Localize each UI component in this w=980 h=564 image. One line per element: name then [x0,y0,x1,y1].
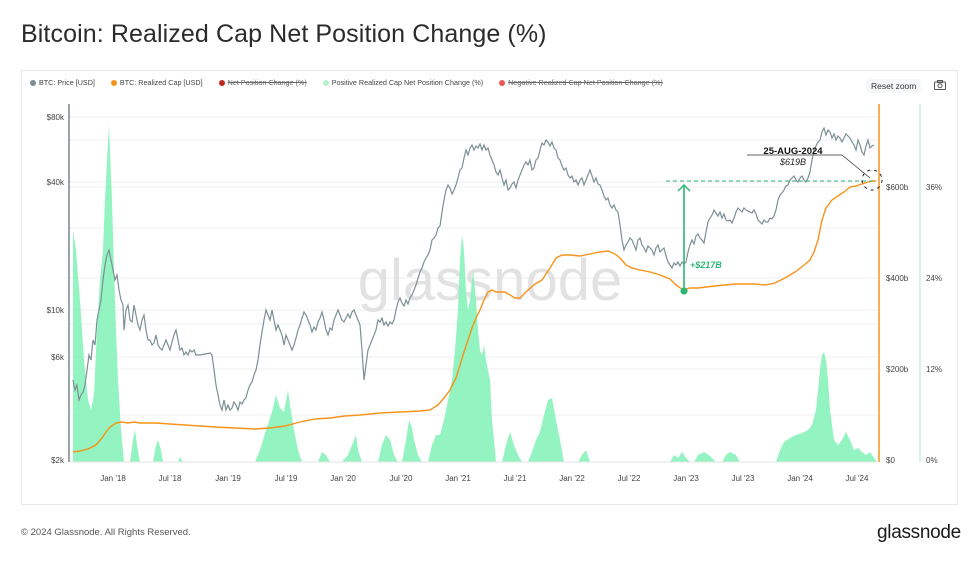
svg-text:Jan '24: Jan '24 [787,474,813,483]
reset-zoom-button[interactable]: Reset zoom [866,79,922,93]
legend-dot-icon [110,79,117,86]
chart-legend: BTC: Price [USD] BTC: Realized Cap [USD]… [30,78,663,87]
page-title: Bitcoin: Realized Cap Net Position Chang… [21,20,547,48]
svg-text:$600b: $600b [886,183,909,192]
svg-text:Jul '20: Jul '20 [390,474,413,483]
legend-dot-icon [218,79,225,86]
x-axis-labels: Jan '18 Jul '18 Jan '19 Jul '19 Jan '20 … [100,474,869,483]
price-axis-labels: $80k $40k $10k $6k $2k [47,113,65,465]
arrow-head-icon [677,184,691,192]
legend-label: BTC: Price [USD] [39,78,95,87]
svg-text:$40k: $40k [47,178,65,187]
svg-text:Jul '24: Jul '24 [846,474,869,483]
legend-item-btc-price[interactable]: BTC: Price [USD] [30,78,95,87]
svg-text:$0: $0 [886,456,895,465]
svg-text:Jan '20: Jan '20 [330,474,356,483]
legend-dot-icon [30,79,36,86]
svg-text:12%: 12% [926,365,942,374]
svg-text:0%: 0% [926,456,938,465]
highlight-circle [861,169,883,191]
realized-cap-line [72,180,876,453]
svg-text:Jan '23: Jan '23 [673,474,699,483]
legend-item-negative-change[interactable]: Negative Realized Cap Net Position Chang… [499,78,663,87]
glassnode-logo[interactable]: glassnode [877,522,961,543]
svg-text:24%: 24% [926,274,942,283]
change-label: +$217B [690,260,722,270]
legend-label: Negative Realized Cap Net Position Chang… [508,78,663,87]
svg-text:$2k: $2k [51,456,65,465]
callout-leader-line [841,154,871,179]
legend-label: Positive Realized Cap Net Position Chang… [331,78,484,87]
svg-text:Jan '21: Jan '21 [445,474,471,483]
svg-text:$10k: $10k [47,306,65,315]
footer-copyright: © 2024 Glassnode. All Rights Reserved. [21,527,191,538]
legend-dot-icon [499,79,506,86]
svg-text:Jul '19: Jul '19 [275,474,298,483]
percent-axis-labels: 36% 24% 12% 0% [926,183,942,465]
svg-text:Jan '22: Jan '22 [559,474,585,483]
legend-item-realized-cap[interactable]: BTC: Realized Cap [USD] [110,78,203,87]
legend-label: Net Position Change (%) [227,78,307,87]
legend-label: BTC: Realized Cap [USD] [119,78,203,87]
callout-date: 25-AUG-2024 [763,146,823,157]
camera-icon[interactable] [934,80,946,90]
svg-text:Jan '18: Jan '18 [100,474,126,483]
legend-dot-icon [322,79,329,86]
svg-text:$6k: $6k [51,353,65,362]
callout-value: $619B [779,157,806,167]
positive-change-area [73,125,877,462]
btc-price-line [72,126,875,413]
svg-text:Jul '18: Jul '18 [159,474,182,483]
svg-text:Jul '22: Jul '22 [618,474,641,483]
svg-text:$80k: $80k [47,113,65,122]
start-point-marker [680,287,688,295]
svg-text:$200b: $200b [886,365,909,374]
legend-item-positive-change[interactable]: Positive Realized Cap Net Position Chang… [322,78,484,87]
svg-text:36%: 36% [926,183,942,192]
legend-item-net-position-change[interactable]: Net Position Change (%) [218,78,307,87]
realized-cap-axis-labels: $600b $400b $200b $0 [886,183,909,465]
svg-text:Jan '19: Jan '19 [215,474,241,483]
svg-text:Jul '21: Jul '21 [504,474,527,483]
svg-text:Jul '23: Jul '23 [732,474,755,483]
svg-text:$400b: $400b [886,274,909,283]
